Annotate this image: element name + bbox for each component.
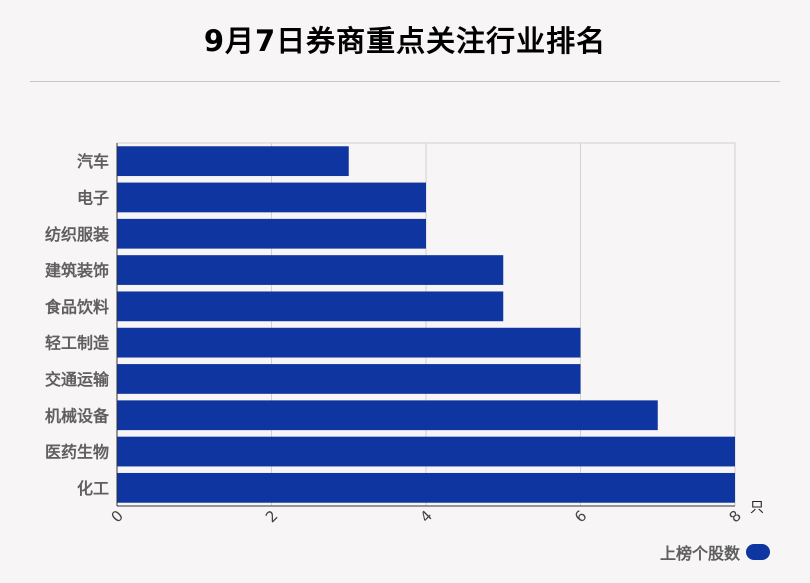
category-label: 医药生物	[45, 443, 109, 462]
x-tick-label: 4	[416, 507, 435, 526]
legend-swatch[interactable]	[746, 544, 770, 560]
bar-电子[interactable]	[117, 182, 426, 213]
x-tick-label: 8	[725, 507, 744, 526]
category-label: 纺织服装	[45, 225, 109, 244]
x-axis-unit: 只	[750, 500, 764, 516]
x-tick-label: 6	[571, 507, 590, 526]
bar-交通运输[interactable]	[117, 364, 581, 394]
bar-轻工制造[interactable]	[117, 327, 581, 358]
bar-建筑装饰[interactable]	[117, 255, 504, 285]
chart-title: 9月7日券商重点关注行业排名	[203, 24, 607, 58]
category-label: 机械设备	[45, 406, 110, 425]
category-label: 交通运输	[45, 370, 110, 389]
bars	[117, 146, 735, 503]
bar-医药生物[interactable]	[117, 436, 735, 467]
legend-label: 上榜个股数	[659, 544, 740, 563]
category-label: 化工	[77, 479, 109, 498]
axes	[116, 143, 735, 507]
category-label: 轻工制造	[45, 334, 110, 353]
bar-化工[interactable]	[117, 472, 735, 503]
bar-纺织服装[interactable]	[117, 218, 426, 249]
category-label: 建筑装饰	[45, 261, 109, 280]
x-tick-label: 2	[262, 507, 281, 526]
bar-汽车[interactable]	[117, 146, 349, 177]
category-label: 汽车	[77, 152, 109, 171]
x-tick-label: 0	[107, 507, 126, 526]
title-divider	[30, 81, 780, 82]
category-label: 食品饮料	[44, 297, 109, 316]
category-label: 电子	[77, 188, 109, 207]
bar-食品饮料[interactable]	[117, 291, 504, 322]
legend[interactable]: 上榜个股数	[660, 540, 770, 564]
bar-机械设备[interactable]	[117, 400, 658, 431]
